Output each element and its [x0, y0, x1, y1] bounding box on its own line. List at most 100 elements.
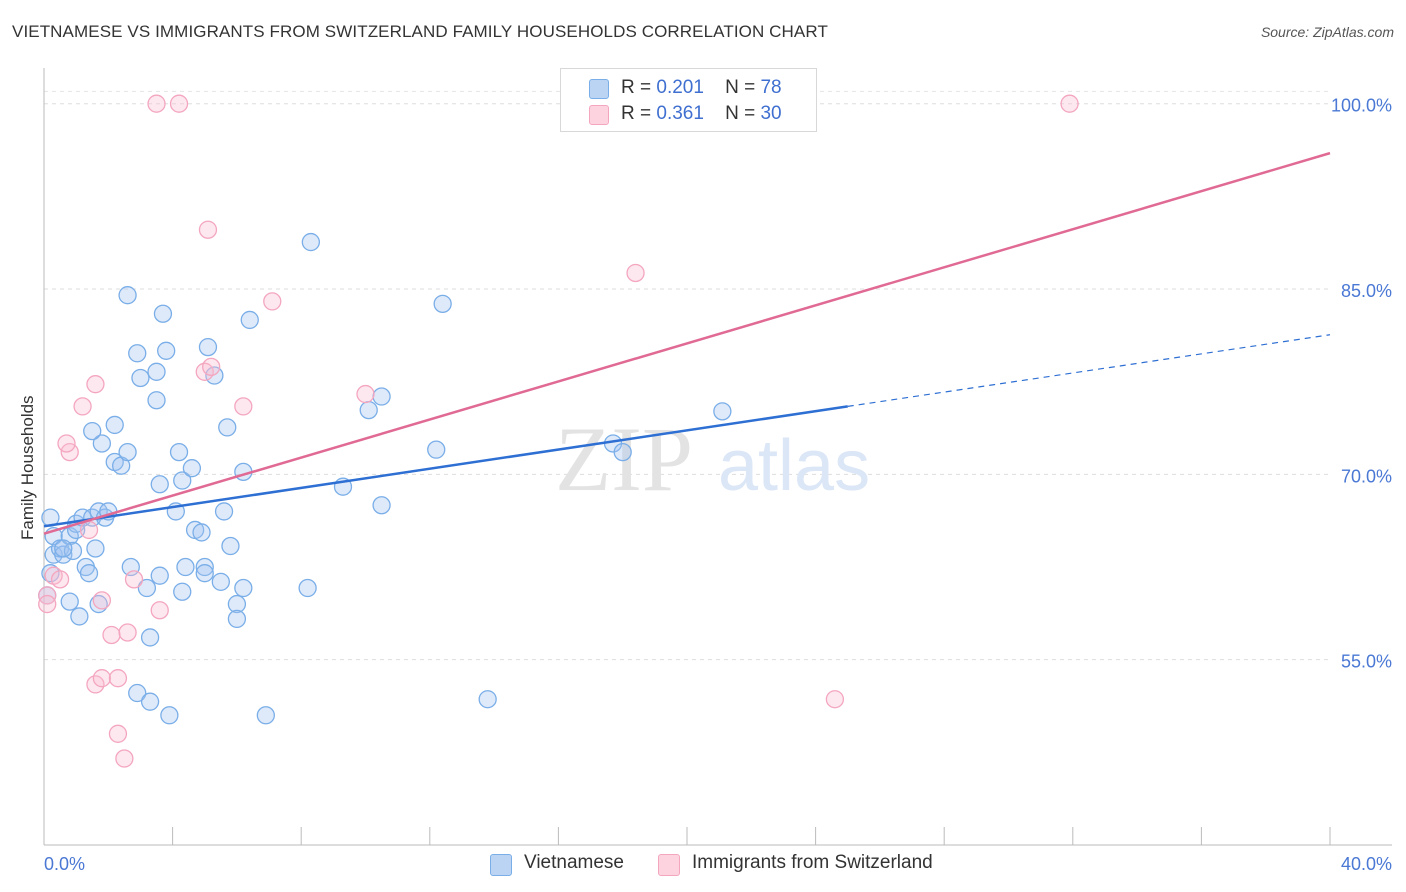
point-vietnamese — [54, 539, 73, 558]
point-switzerland — [150, 601, 169, 620]
point-switzerland — [57, 434, 76, 453]
point-vietnamese — [147, 391, 166, 410]
point-vietnamese — [427, 440, 446, 459]
point-vietnamese — [128, 683, 147, 703]
point-switzerland — [92, 591, 112, 610]
point-vietnamese — [211, 572, 230, 591]
point-switzerland — [147, 94, 166, 113]
point-vietnamese — [54, 545, 73, 564]
bottom-legend-label-vietnamese: Vietnamese — [524, 852, 624, 873]
point-vietnamese — [372, 496, 391, 515]
trendline-vietnamese — [43, 405, 848, 528]
point-vietnamese — [227, 609, 247, 629]
point-switzerland — [356, 384, 375, 404]
point-vietnamese — [198, 337, 218, 357]
point-vietnamese — [41, 564, 60, 583]
point-vietnamese — [713, 402, 732, 421]
y-tick-label: 100.0% — [1331, 96, 1392, 116]
point-switzerland — [169, 94, 189, 113]
point-vietnamese — [147, 362, 166, 381]
legend-r-value-vietnamese: 0.201 — [656, 77, 704, 98]
point-vietnamese — [218, 418, 237, 437]
legend-n-label: N = — [725, 77, 756, 98]
point-vietnamese — [372, 387, 391, 406]
point-vietnamese — [173, 582, 192, 601]
point-vietnamese — [140, 692, 160, 711]
point-vietnamese — [169, 442, 189, 462]
point-vietnamese — [192, 523, 211, 542]
point-vietnamese — [153, 304, 173, 323]
point-vietnamese — [150, 566, 169, 585]
legend-n-value-vietnamese: 78 — [760, 77, 782, 98]
point-vietnamese — [92, 434, 112, 453]
point-vietnamese — [83, 421, 102, 441]
point-vietnamese — [227, 594, 247, 614]
legend-swatch-vietnamese — [589, 79, 609, 99]
point-switzerland — [626, 263, 645, 283]
trendline-switzerland — [43, 151, 1331, 535]
y-tick-label: 55.0% — [1341, 652, 1392, 672]
point-vietnamese — [195, 564, 214, 583]
point-vietnamese — [131, 368, 150, 388]
point-vietnamese — [195, 557, 214, 577]
point-switzerland — [198, 220, 218, 239]
x-tick-label: 40.0% — [1341, 854, 1392, 874]
point-vietnamese — [86, 539, 105, 558]
point-vietnamese — [478, 690, 497, 709]
point-vietnamese — [118, 442, 137, 462]
point-switzerland — [118, 623, 137, 642]
point-switzerland — [102, 625, 121, 645]
x-tick-label: 0.0% — [44, 854, 85, 874]
point-switzerland — [38, 594, 57, 614]
point-switzerland — [115, 749, 134, 768]
point-switzerland — [92, 669, 112, 688]
point-vietnamese — [137, 578, 157, 598]
point-switzerland — [86, 375, 105, 394]
legend-r-label: R = — [621, 103, 652, 124]
point-switzerland — [50, 570, 70, 589]
bottom-legend-label-switzerland: Immigrants from Switzerland — [692, 852, 933, 873]
legend-r-value-switzerland: 0.361 — [656, 103, 704, 124]
legend-swatch-switzerland — [589, 105, 609, 125]
point-vietnamese — [160, 706, 179, 725]
point-switzerland — [108, 669, 128, 688]
point-switzerland — [825, 690, 845, 709]
y-tick-label: 85.0% — [1341, 281, 1392, 301]
y-axis-label: Family Households — [18, 395, 37, 540]
point-vietnamese — [256, 706, 275, 725]
point-vietnamese — [221, 536, 240, 556]
watermark-atlas: atlas — [718, 426, 870, 506]
point-vietnamese — [79, 564, 99, 583]
legend-n-value-switzerland: 30 — [760, 103, 782, 124]
point-vietnamese — [433, 294, 452, 314]
point-vietnamese — [105, 415, 124, 435]
point-switzerland — [202, 357, 221, 377]
point-switzerland — [263, 292, 282, 311]
point-switzerland — [234, 397, 253, 416]
point-switzerland — [108, 724, 128, 743]
bottom-legend-swatch-vietnamese — [490, 854, 512, 876]
y-tick-label: 70.0% — [1341, 466, 1392, 486]
point-vietnamese — [173, 471, 192, 490]
watermark-zip: ZIP — [555, 408, 693, 510]
bottom-legend-swatch-switzerland — [658, 854, 680, 876]
point-vietnamese — [118, 286, 137, 305]
correlation-legend: R = 0.201 N = 78 R = 0.361 N = 30 — [560, 68, 817, 132]
point-switzerland — [1060, 94, 1079, 113]
chart-title: VIETNAMESE VS IMMIGRANTS FROM SWITZERLAN… — [12, 22, 828, 41]
point-switzerland — [73, 397, 92, 416]
point-switzerland — [124, 570, 144, 589]
point-vietnamese — [301, 232, 320, 252]
point-vietnamese — [298, 578, 317, 598]
point-switzerland — [79, 520, 99, 540]
source-label: Source: ZipAtlas.com — [1260, 24, 1394, 40]
point-vietnamese — [70, 607, 89, 626]
point-vietnamese — [182, 459, 202, 478]
point-vietnamese — [613, 442, 632, 462]
trendline-vietnamese-extension — [847, 334, 1331, 407]
point-vietnamese — [214, 502, 234, 521]
legend-r-label: R = — [621, 77, 652, 98]
point-vietnamese — [150, 475, 169, 494]
point-vietnamese — [176, 557, 195, 577]
